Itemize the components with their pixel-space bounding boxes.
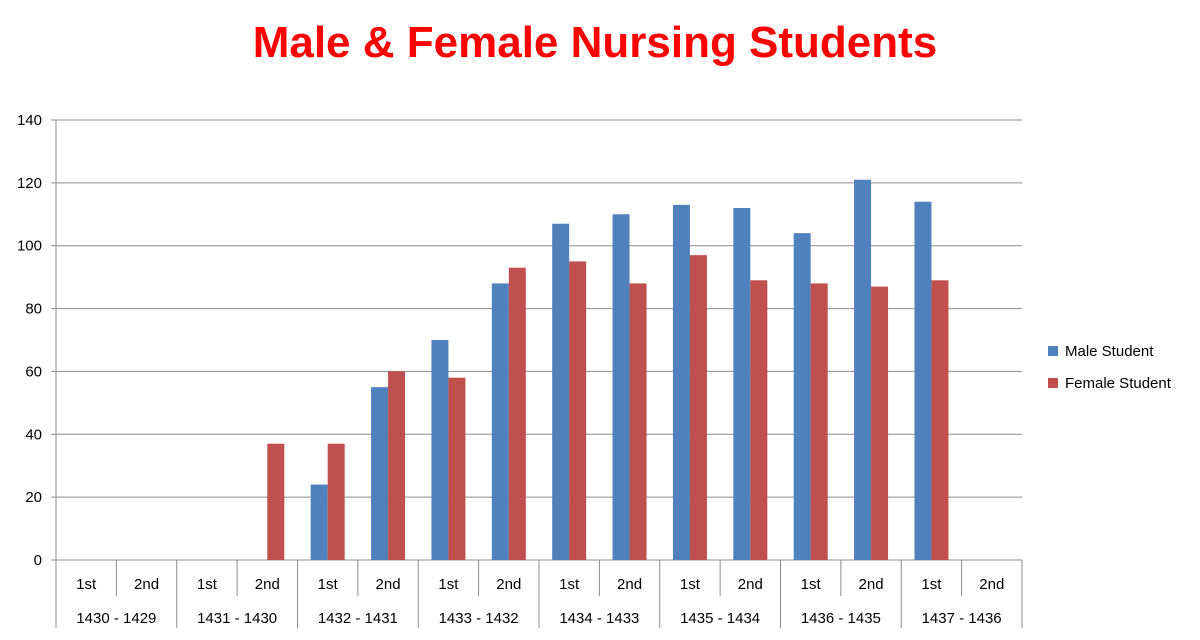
semester-label: 1st <box>197 576 218 593</box>
female-bar <box>448 377 466 560</box>
semester-label: 2nd <box>738 576 763 593</box>
semester-label: 2nd <box>255 576 280 593</box>
semester-label: 1st <box>921 576 942 593</box>
semester-label: 2nd <box>496 576 521 593</box>
legend-swatch <box>1048 378 1058 388</box>
semester-label: 2nd <box>376 576 401 593</box>
female-bar <box>267 443 285 560</box>
male-bar <box>371 387 389 560</box>
year-group-label: 1431 - 1430 <box>197 610 277 627</box>
male-bar <box>431 340 449 560</box>
male-bar <box>733 208 751 560</box>
year-group-label: 1430 - 1429 <box>76 610 156 627</box>
female-bar <box>810 283 828 560</box>
y-tick-label: 140 <box>17 112 42 129</box>
female-bar <box>871 286 889 560</box>
semester-label: 2nd <box>617 576 642 593</box>
year-group-label: 1436 - 1435 <box>801 610 881 627</box>
female-bar <box>750 280 768 560</box>
year-group-label: 1435 - 1434 <box>680 610 760 627</box>
legend: Male Student Female Student <box>1048 343 1172 392</box>
y-tick-label: 80 <box>25 301 42 318</box>
year-group-label: 1437 - 1436 <box>922 610 1002 627</box>
y-tick-label: 40 <box>25 426 42 443</box>
year-group-label: 1432 - 1431 <box>318 610 398 627</box>
female-bar <box>388 371 406 560</box>
y-tick-label: 0 <box>34 552 42 569</box>
female-bar <box>327 443 345 560</box>
female-bar <box>629 283 647 560</box>
male-bar <box>672 204 690 560</box>
semester-label: 2nd <box>979 576 1004 593</box>
male-bar <box>552 223 570 560</box>
semester-label: 1st <box>559 576 580 593</box>
semester-label: 1st <box>801 576 822 593</box>
semester-label: 1st <box>438 576 459 593</box>
legend-label: Male Student <box>1065 343 1154 360</box>
semester-label: 2nd <box>134 576 159 593</box>
female-bar <box>931 280 949 560</box>
legend-label: Female Student <box>1065 375 1172 392</box>
year-group-label: 1433 - 1432 <box>439 610 519 627</box>
y-tick-label: 120 <box>17 175 42 192</box>
male-bar <box>310 484 328 560</box>
semester-label: 1st <box>76 576 97 593</box>
legend-swatch <box>1048 346 1058 356</box>
male-bar <box>491 283 509 560</box>
y-tick-label: 60 <box>25 363 42 380</box>
male-bar <box>914 201 932 560</box>
category-axis: 1st 2nd 1st 2nd 1st 2nd 1st 2nd 1st 2nd 1st 2nd 1st 2… <box>55 560 1023 628</box>
semester-label: 1st <box>680 576 701 593</box>
male-bar <box>612 214 630 561</box>
male-bar <box>793 233 811 560</box>
y-tick-label: 20 <box>25 489 42 506</box>
female-bar <box>569 261 587 560</box>
semester-label: 2nd <box>859 576 884 593</box>
year-group-label: 1434 - 1433 <box>559 610 639 627</box>
female-bar <box>689 255 707 560</box>
y-tick-label: 100 <box>17 238 42 255</box>
bars <box>267 179 949 561</box>
male-bar <box>854 179 872 560</box>
semester-label: 1st <box>318 576 339 593</box>
female-bar <box>508 267 526 560</box>
axes: 0 20 40 60 80 100 120 140 <box>17 112 57 569</box>
chart-title: Male & Female Nursing Students <box>252 18 938 67</box>
